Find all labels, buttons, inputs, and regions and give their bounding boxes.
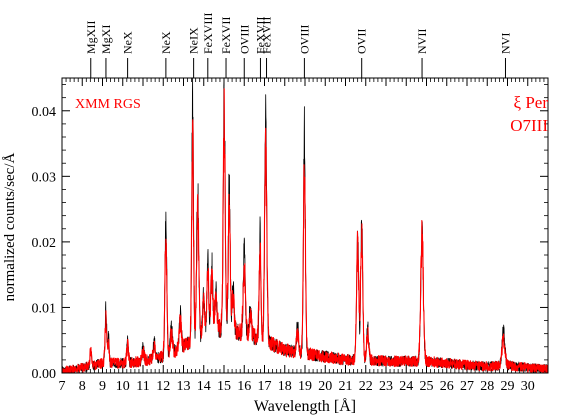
line-id-label: MgXII xyxy=(84,21,98,54)
instrument-label: XMM RGS xyxy=(75,97,141,112)
y-axis-label: normalized counts/sec/Å xyxy=(2,152,18,301)
line-id-label: FeXVIII xyxy=(201,13,215,54)
x-tick-label: 14 xyxy=(197,379,211,394)
x-axis-label: Wavelength [Å] xyxy=(254,397,356,415)
line-id-label: NeX xyxy=(159,31,173,54)
line-id-label: NeX xyxy=(121,31,135,54)
x-tick-label: 17 xyxy=(258,379,272,394)
line-id-label: FeXVII xyxy=(219,17,233,54)
x-tick-label: 15 xyxy=(217,379,231,394)
x-tick-label: 7 xyxy=(59,379,66,394)
line-id-label: FeXVII xyxy=(253,17,267,54)
line-id-label: NVII xyxy=(415,29,429,54)
x-tick-label: 11 xyxy=(136,379,149,394)
line-id-layer: MgXII MgXI NeX NeX NeIX FeXVIII FeXVII OVIII FeX… xyxy=(84,13,512,78)
x-tick-label: 29 xyxy=(501,379,515,394)
target-label-line1: ξ Per xyxy=(514,93,549,112)
x-tick-label: 20 xyxy=(318,379,332,394)
x-tick-label: 13 xyxy=(177,379,191,394)
plot-frame xyxy=(61,77,549,374)
x-tick-label: 18 xyxy=(278,379,292,394)
x-tick-label: 25 xyxy=(420,379,434,394)
spectrum-series-line xyxy=(61,88,549,374)
label-layer: XMM RGS ξ Per O7III Wavelength [Å] norma… xyxy=(2,93,548,415)
line-id-label: NVI xyxy=(498,33,512,54)
x-tick-label: 9 xyxy=(99,379,106,394)
line-id-label: FeXVII xyxy=(260,17,274,54)
y-tick-label: 0.04 xyxy=(32,105,57,120)
x-tick-label: 12 xyxy=(156,379,170,394)
x-tick-label: 8 xyxy=(79,379,86,394)
x-tick-label: 16 xyxy=(237,379,251,394)
line-id-label: NeIX xyxy=(187,27,201,54)
x-tick-label: 27 xyxy=(460,379,474,394)
y-tick-label: 0.00 xyxy=(32,367,57,382)
x-tick-label: 10 xyxy=(116,379,130,394)
x-tick-label: 22 xyxy=(359,379,373,394)
x-tick-label: 23 xyxy=(379,379,393,394)
line-id-label: OVIII xyxy=(237,25,251,54)
y-tick-label: 0.01 xyxy=(32,301,57,316)
x-tick-label: 19 xyxy=(298,379,312,394)
y-tick-label: 0.02 xyxy=(32,236,57,251)
target-label-line2: O7III xyxy=(510,116,548,135)
x-tick-label: 30 xyxy=(521,379,535,394)
series-layer xyxy=(61,77,549,374)
x-tick-label: 26 xyxy=(440,379,454,394)
line-id-label: OVII xyxy=(355,29,369,54)
y-tick-label: 0.03 xyxy=(32,170,57,185)
x-tick-label: 28 xyxy=(480,379,494,394)
x-tick-label: 21 xyxy=(339,379,353,394)
line-id-label: OVIII xyxy=(297,25,311,54)
x-tick-label: 24 xyxy=(399,379,413,394)
line-id-label: MgXI xyxy=(99,25,113,54)
